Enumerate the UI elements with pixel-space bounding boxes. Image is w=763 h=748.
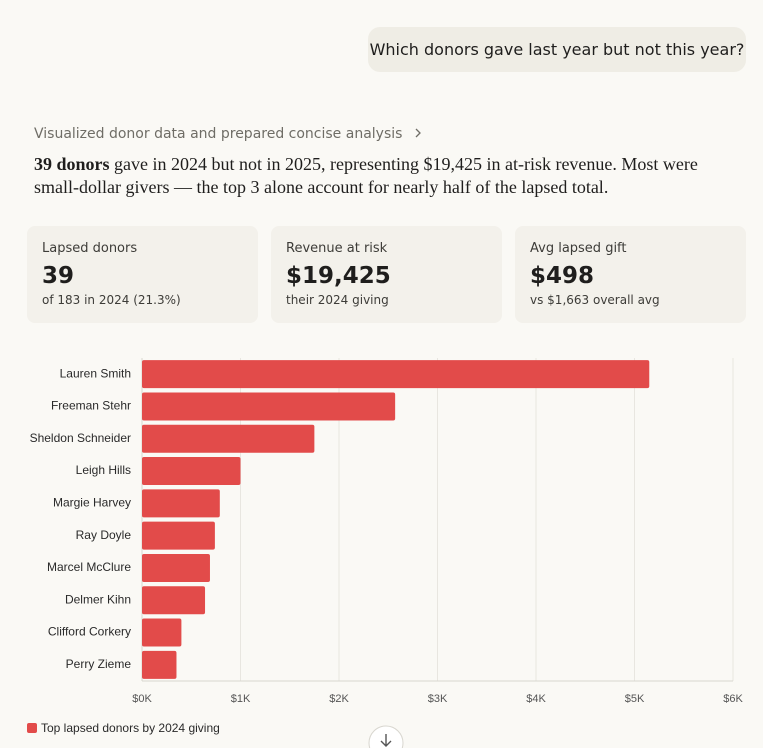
scroll-down-button[interactable] [368, 725, 404, 748]
step-text: Visualized donor data and prepared conci… [34, 126, 403, 142]
stat-card: Lapsed donors 39 of 183 in 2024 (21.3%) [27, 226, 258, 323]
x-tick-label: $2K [329, 693, 349, 705]
summary: 39 donors gave in 2024 but not in 2025, … [34, 153, 734, 199]
bar [142, 424, 315, 453]
bar [142, 650, 177, 679]
chart: $0K $1K $2K $3K $4K $5K $6K Lauren Smith Freeman… [27, 358, 743, 748]
stat-card: Avg lapsed gift $498 vs $1,663 overall avg [515, 226, 746, 323]
bar [142, 586, 206, 615]
bar [142, 521, 215, 550]
step-toggle[interactable]: Visualized donor data and prepared conci… [34, 124, 423, 144]
x-tick-label: $0K [132, 693, 152, 705]
card-note: vs $1,663 overall avg [530, 293, 660, 307]
card-value: $498 [530, 263, 595, 289]
card-value: $19,425 [286, 263, 391, 289]
bar [142, 457, 241, 486]
card-note: their 2024 giving [286, 293, 389, 307]
bar [142, 618, 182, 647]
bar [142, 392, 396, 421]
x-tick-label: $5K [625, 693, 645, 705]
y-tick-label: Lauren Smith [60, 366, 131, 380]
y-tick-label: Clifford Corkery [48, 625, 131, 639]
bar [142, 553, 210, 582]
summary-bold: 39 donors [34, 154, 110, 174]
legend-label: Top lapsed donors by 2024 giving [41, 721, 220, 735]
arrow-icon [380, 734, 392, 747]
bar [142, 489, 220, 518]
y-tick-label: Freeman Stehr [51, 399, 131, 413]
y-tick-label: Margie Harvey [53, 496, 131, 510]
x-tick-label: $4K [526, 693, 546, 705]
chevron-icon [415, 128, 421, 138]
card-label: Lapsed donors [42, 241, 138, 256]
y-tick-label: Delmer Kihn [65, 592, 131, 606]
y-tick-label: Perry Zieme [66, 657, 132, 671]
card-label: Avg lapsed gift [530, 241, 627, 256]
x-tick-label: $1K [231, 693, 251, 705]
y-tick-label: Ray Doyle [76, 528, 132, 542]
y-tick-label: Leigh Hills [76, 463, 131, 477]
x-tick-label: $6K [723, 693, 743, 705]
card-label: Revenue at risk [286, 241, 388, 256]
card-note: of 183 in 2024 (21.3%) [42, 293, 181, 307]
y-tick-label: Marcel McClure [47, 560, 131, 574]
bar [142, 360, 650, 389]
card-value: 39 [42, 263, 75, 289]
y-tick-label: Sheldon Schneider [30, 431, 131, 445]
user-message: Which donors gave last year but not this… [368, 27, 746, 72]
stat-card: Revenue at risk $19,425 their 2024 giving [271, 226, 502, 323]
x-tick-label: $3K [428, 693, 448, 705]
legend-swatch [27, 723, 37, 733]
summary-text: gave in 2024 but not in 2025, representi… [34, 154, 698, 197]
